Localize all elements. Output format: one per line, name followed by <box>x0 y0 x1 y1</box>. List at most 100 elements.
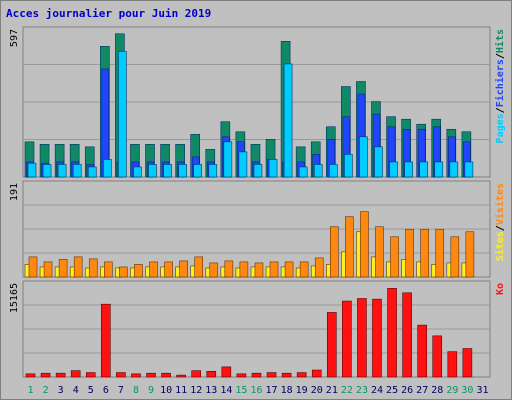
visites-bar <box>239 261 249 278</box>
x-tick-label: 21 <box>326 385 338 396</box>
ko-bar <box>25 373 36 378</box>
pages-bar <box>103 159 112 178</box>
chart-panels: 597 Pages/Fichiers/Hits 191Sites/Visites15… <box>9 26 506 378</box>
x-tick-label: 3 <box>58 385 64 396</box>
x-tick-label: 4 <box>73 385 79 396</box>
legend-separator: / <box>495 53 506 59</box>
legend-top: Pages/Fichiers/Hits <box>494 29 506 143</box>
legend-entry: Fichiers <box>494 59 506 107</box>
x-tick-label: 19 <box>296 385 308 396</box>
panel-middle: 191 Sites/Visites <box>9 180 506 278</box>
pages-bar <box>464 161 474 178</box>
pages-bar <box>178 164 187 178</box>
visites-bar <box>435 228 445 278</box>
visites-bar <box>360 211 369 278</box>
pages-bar <box>163 164 172 178</box>
ko-bar <box>55 372 66 378</box>
visites-bar <box>28 256 38 278</box>
x-tick-label: 25 <box>386 385 398 396</box>
visites-bar <box>58 259 68 278</box>
visites-bar <box>194 256 204 278</box>
x-tick-label: 6 <box>103 385 109 396</box>
x-tick-label: 8 <box>133 385 139 396</box>
legend-bottom: Ko <box>495 283 506 295</box>
visites-bar <box>164 261 173 278</box>
pages-bar <box>404 161 413 178</box>
pages-bar <box>434 161 444 178</box>
pages-bar <box>148 164 157 178</box>
x-tick-label: 26 <box>401 385 413 396</box>
x-tick-label: 17 <box>266 385 278 396</box>
visites-bar <box>43 261 53 278</box>
ko-bar <box>161 372 171 378</box>
ko-bar <box>176 374 186 378</box>
visites-bar <box>465 231 475 278</box>
x-tick-label: 22 <box>341 385 353 396</box>
ko-bar <box>311 369 322 378</box>
chart-title: Acces journalier pour Juin 2019 <box>6 7 211 20</box>
legend-entry: Visites <box>494 183 506 225</box>
x-tick-label: 16 <box>250 385 262 396</box>
x-tick-label: 31 <box>476 385 488 396</box>
visites-bar <box>284 261 294 278</box>
x-tick-label: 14 <box>220 385 232 396</box>
pages-bar <box>374 146 383 178</box>
visites-bar <box>390 236 399 278</box>
y-axis-max-label: 597 <box>9 29 20 47</box>
x-tick-label: 7 <box>118 385 124 396</box>
visites-bar <box>375 226 384 278</box>
ko-bar <box>70 370 81 378</box>
ko-bar <box>357 298 367 378</box>
ko-bar <box>266 372 277 378</box>
visites-bar <box>134 264 143 278</box>
pages-bar <box>72 164 82 178</box>
x-tick-label: 11 <box>175 385 187 396</box>
visites-bar <box>254 262 264 278</box>
visites-bar <box>405 228 414 278</box>
pages-bar <box>238 151 248 178</box>
x-tick-label: 5 <box>88 385 94 396</box>
ko-bar <box>116 372 126 378</box>
x-tick-label: 2 <box>43 385 49 396</box>
visites-bar <box>450 236 460 278</box>
x-tick-label: 18 <box>281 385 293 396</box>
x-tick-label: 15 <box>235 385 247 396</box>
x-tick-label: 24 <box>371 385 383 396</box>
visites-bar <box>345 216 354 278</box>
bars-middle <box>24 211 475 278</box>
x-tick-label: 27 <box>416 385 428 396</box>
ko-bar <box>342 300 352 378</box>
pages-bar <box>313 164 323 178</box>
x-tick-label: 12 <box>190 385 202 396</box>
x-tick-label: 13 <box>205 385 217 396</box>
ko-bar <box>447 351 458 378</box>
x-tick-label: 29 <box>446 385 458 396</box>
panel-bottom: 15165 Ko <box>9 280 506 378</box>
ko-bar <box>296 372 307 378</box>
ko-bar <box>206 371 217 378</box>
bars-top <box>24 33 474 178</box>
pages-bar <box>449 161 459 178</box>
pages-bar <box>27 162 37 178</box>
pages-bar <box>344 154 353 178</box>
pages-bar <box>283 63 293 178</box>
visites-bar <box>329 226 339 278</box>
visites-bar <box>88 258 98 278</box>
ko-bar <box>326 312 337 378</box>
x-tick-label: 30 <box>461 385 473 396</box>
legend-separator: / <box>495 225 506 231</box>
ko-bar <box>402 292 412 378</box>
ko-bar <box>236 373 247 378</box>
pages-bar <box>57 164 67 178</box>
ko-bar <box>101 303 111 378</box>
x-tick-label: 9 <box>148 385 154 396</box>
pages-bar <box>42 164 52 178</box>
pages-bar <box>389 161 398 178</box>
legend-middle: Sites/Visites <box>494 183 506 261</box>
ko-bar <box>251 372 262 378</box>
ko-bar <box>40 372 51 378</box>
visites-bar <box>209 262 219 278</box>
legend-entry: Sites <box>494 231 506 261</box>
pages-bar <box>208 164 218 178</box>
ko-bar <box>131 373 141 378</box>
